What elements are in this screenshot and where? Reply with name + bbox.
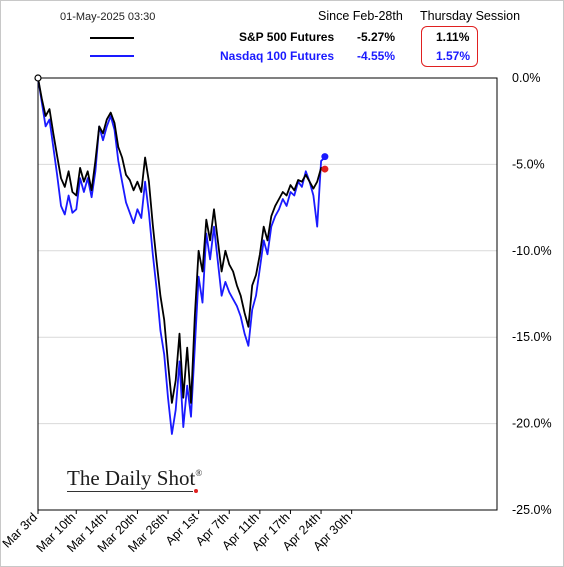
legend-swatch-sp500 [90,37,134,39]
y-tick-label: -20.0% [512,417,552,431]
logo-text: The Daily Shot [67,466,196,490]
legend-label-nasdaq: Nasdaq 100 Futures [220,49,335,63]
logo-underline [67,491,193,492]
timestamp: 01-May-2025 03:30 [60,11,156,23]
session-value-sp500: 1.11% [436,30,470,44]
y-tick-label: -10.0% [512,244,552,258]
legend-swatch-nasdaq [90,55,134,57]
since-value-sp500: -5.27% [357,30,396,44]
start-marker [34,74,42,82]
since-value-nasdaq: -4.55% [357,49,396,63]
since-header: Since Feb-28th [318,9,403,23]
logo-dot [194,489,198,493]
end-marker [321,153,329,161]
y-tick-label: -5.0% [512,157,545,171]
y-tick-label: -15.0% [512,330,552,344]
y-tick-label: -25.0% [512,503,552,517]
session-header: Thursday Session [420,9,521,23]
logo-registered-mark: ® [195,468,203,478]
y-tick-label: 0.0% [512,71,541,85]
series-line-sp500 [37,77,326,404]
series-line-nasdaq [37,77,326,435]
daily-shot-logo: The Daily Shot® [67,466,203,493]
legend-label-sp500: S&P 500 Futures [239,30,335,44]
end-marker [321,165,329,173]
session-value-nasdaq: 1.57% [436,49,471,63]
plot-area [37,77,498,511]
session-highlight-box [421,26,478,67]
